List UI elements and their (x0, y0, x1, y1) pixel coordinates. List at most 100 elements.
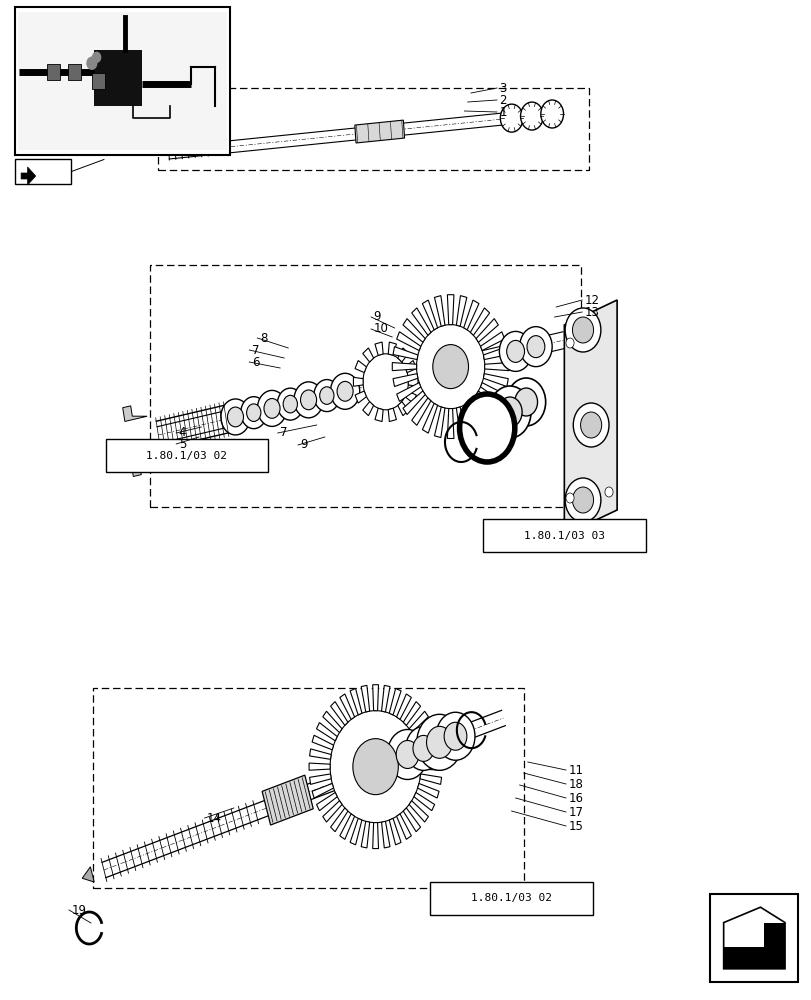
Text: 14: 14 (207, 812, 221, 824)
Circle shape (264, 398, 280, 418)
Polygon shape (316, 723, 337, 741)
Polygon shape (361, 685, 369, 712)
Circle shape (277, 388, 303, 420)
Polygon shape (480, 383, 504, 401)
Polygon shape (417, 735, 439, 750)
Circle shape (499, 331, 531, 371)
Circle shape (565, 493, 573, 503)
Polygon shape (262, 775, 313, 825)
Polygon shape (82, 867, 94, 882)
Text: 19: 19 (71, 904, 86, 916)
Circle shape (330, 711, 421, 823)
Polygon shape (408, 377, 418, 386)
Polygon shape (463, 403, 478, 433)
Bar (68, 64, 81, 80)
Text: 4: 4 (178, 426, 186, 440)
Polygon shape (388, 818, 401, 845)
Polygon shape (484, 363, 508, 371)
Polygon shape (463, 300, 478, 330)
Circle shape (580, 412, 601, 438)
Polygon shape (434, 407, 444, 438)
Polygon shape (393, 347, 418, 360)
Polygon shape (323, 801, 341, 822)
Circle shape (247, 404, 260, 421)
Polygon shape (447, 409, 453, 438)
Bar (47, 64, 60, 80)
Circle shape (353, 739, 398, 795)
Bar (93, 688, 523, 888)
Circle shape (488, 386, 530, 438)
Polygon shape (363, 348, 373, 362)
Polygon shape (361, 821, 369, 848)
Circle shape (526, 336, 544, 358)
Bar (150, 265, 580, 507)
Text: 13: 13 (584, 306, 599, 318)
Text: 7: 7 (280, 426, 287, 440)
Bar (15, 7, 230, 155)
Polygon shape (388, 342, 396, 355)
Circle shape (294, 382, 323, 418)
Polygon shape (475, 319, 498, 342)
Polygon shape (403, 702, 420, 725)
Polygon shape (340, 694, 354, 719)
Circle shape (426, 726, 452, 758)
Circle shape (572, 317, 593, 343)
Circle shape (387, 729, 427, 779)
Text: 11: 11 (568, 764, 582, 776)
Polygon shape (414, 723, 434, 741)
Polygon shape (375, 342, 383, 355)
Circle shape (514, 388, 537, 416)
Polygon shape (397, 348, 408, 362)
Bar (723, 947, 784, 969)
Polygon shape (21, 167, 36, 185)
Text: 10: 10 (373, 322, 388, 336)
Circle shape (540, 100, 563, 128)
Circle shape (257, 390, 286, 426)
Polygon shape (396, 332, 420, 351)
Text: 6: 6 (251, 356, 259, 368)
Circle shape (283, 395, 297, 413)
Polygon shape (397, 402, 408, 416)
Circle shape (444, 722, 466, 750)
Polygon shape (414, 792, 434, 811)
Circle shape (506, 378, 545, 426)
Polygon shape (411, 398, 431, 425)
Circle shape (363, 354, 408, 410)
Polygon shape (350, 818, 362, 845)
Circle shape (564, 478, 600, 522)
Text: 7: 7 (251, 344, 259, 357)
Polygon shape (396, 694, 411, 719)
Polygon shape (122, 406, 147, 421)
Bar (92, 73, 105, 89)
Circle shape (313, 380, 339, 412)
Text: 9: 9 (300, 438, 307, 452)
Polygon shape (723, 907, 784, 969)
Text: 17: 17 (568, 806, 582, 818)
Text: 1.80.1/03 02: 1.80.1/03 02 (146, 450, 227, 460)
Circle shape (432, 345, 468, 389)
Polygon shape (421, 763, 441, 770)
Polygon shape (405, 391, 416, 403)
Polygon shape (422, 300, 437, 330)
Polygon shape (409, 711, 428, 733)
Polygon shape (316, 792, 337, 811)
Bar (710, 894, 797, 982)
Circle shape (221, 399, 250, 435)
Polygon shape (434, 296, 444, 326)
Polygon shape (354, 361, 366, 373)
Polygon shape (411, 308, 431, 335)
Polygon shape (456, 407, 466, 438)
Polygon shape (354, 391, 366, 403)
Bar (18, 12, 226, 150)
Circle shape (565, 338, 573, 348)
Polygon shape (131, 457, 153, 476)
Polygon shape (447, 295, 453, 325)
Circle shape (475, 400, 511, 444)
Circle shape (396, 740, 418, 768)
Polygon shape (363, 402, 373, 416)
Polygon shape (483, 374, 508, 387)
Text: 2: 2 (499, 94, 506, 106)
Polygon shape (353, 377, 363, 386)
Polygon shape (340, 814, 354, 839)
Polygon shape (419, 749, 441, 759)
